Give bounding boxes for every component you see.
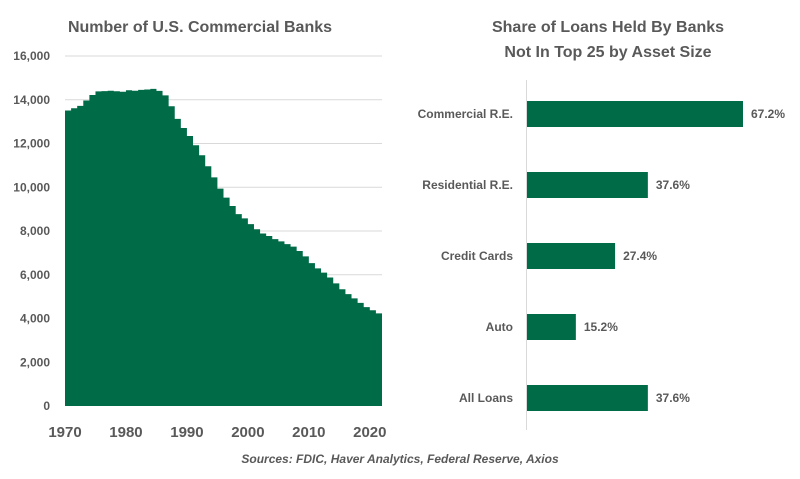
right-chart-title-line2: Not In Top 25 by Asset Size (504, 44, 711, 61)
y-tick-label: 12,000 (13, 137, 50, 151)
bar (527, 243, 616, 269)
y-tick-label: 10,000 (13, 180, 50, 194)
bar-value-label: 15.2% (584, 320, 618, 334)
y-tick-label: 8,000 (20, 224, 50, 238)
bar-category-label: Auto (486, 320, 513, 334)
y-tick-label: 4,000 (20, 312, 50, 326)
x-tick-label: 2020 (353, 424, 386, 441)
x-tick-label: 2000 (231, 424, 264, 441)
x-tick-label: 2010 (292, 424, 325, 441)
bar (527, 172, 648, 198)
bar (527, 101, 743, 127)
y-tick-label: 0 (43, 399, 50, 413)
source-note: Sources: FDIC, Haver Analytics, Federal … (241, 452, 559, 466)
bar-value-label: 37.6% (656, 391, 690, 405)
left-chart-title: Number of U.S. Commercial Banks (68, 19, 332, 36)
x-tick-label: 1970 (48, 424, 81, 441)
bank-count-area (65, 88, 382, 407)
right-chart-title-line1: Share of Loans Held By Banks (492, 19, 724, 36)
bar-value-label: 27.4% (623, 249, 657, 263)
x-tick-label: 1990 (170, 424, 203, 441)
x-tick-label: 1980 (109, 424, 142, 441)
bar (527, 314, 576, 340)
bar-category-label: Credit Cards (441, 249, 513, 263)
bar-value-label: 67.2% (751, 107, 785, 121)
y-tick-label: 14,000 (13, 93, 50, 107)
bar (527, 385, 648, 411)
bar-category-label: Residential R.E. (422, 178, 513, 192)
bar-category-label: All Loans (459, 391, 513, 405)
y-tick-label: 6,000 (20, 268, 50, 282)
bar-value-label: 37.6% (656, 178, 690, 192)
y-tick-label: 16,000 (13, 49, 50, 63)
y-tick-label: 2,000 (20, 355, 50, 369)
bar-category-label: Commercial R.E. (418, 107, 513, 121)
